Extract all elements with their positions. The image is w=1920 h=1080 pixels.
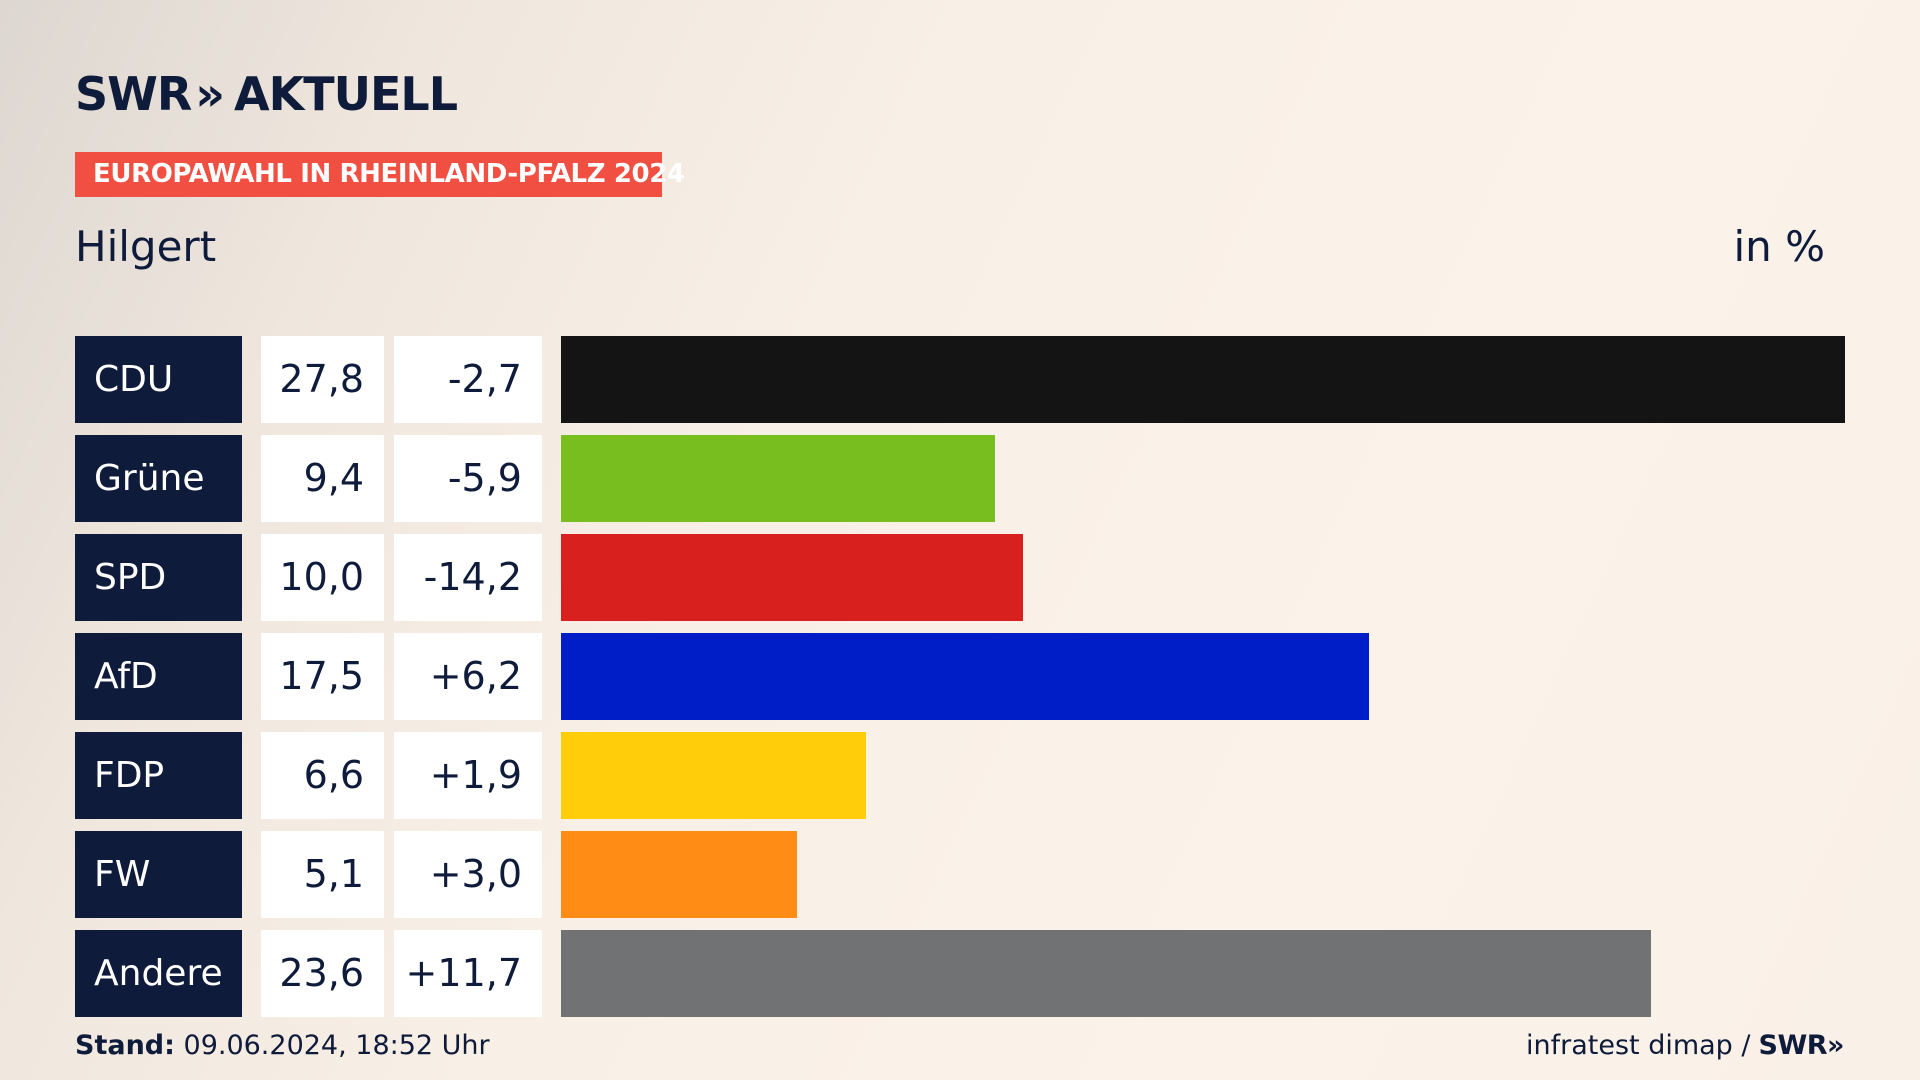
stand-value: 09.06.2024, 18:52 Uhr — [183, 1030, 490, 1061]
swr-aktuell-logo: SWR » AKTUELL — [75, 66, 458, 122]
party-label: AfD — [75, 633, 242, 720]
timestamp: Stand: 09.06.2024, 18:52 Uhr — [75, 1030, 490, 1061]
bar — [561, 831, 797, 918]
source-credit: infratest dimap / SWR» — [1526, 1030, 1844, 1061]
value-label: 17,5 — [261, 633, 384, 720]
source-brand: SWR — [1758, 1030, 1828, 1061]
party-label: SPD — [75, 534, 242, 621]
results-chart: CDU 27,8 -2,7 Grüne 9,4 -5,9 SPD 10,0 -14,2 AfD 17… — [75, 336, 1845, 1029]
chart-row: Andere 23,6 +11,7 — [75, 930, 1845, 1017]
value-label: 5,1 — [261, 831, 384, 918]
source-text: infratest dimap / — [1526, 1030, 1751, 1061]
change-label: +1,9 — [394, 732, 542, 819]
bar — [561, 336, 1845, 423]
party-label: FDP — [75, 732, 242, 819]
chart-row: FDP 6,6 +1,9 — [75, 732, 1845, 819]
chart-row: CDU 27,8 -2,7 — [75, 336, 1845, 423]
chart-row: SPD 10,0 -14,2 — [75, 534, 1845, 621]
change-label: +11,7 — [394, 930, 542, 1017]
change-label: -5,9 — [394, 435, 542, 522]
value-label: 9,4 — [261, 435, 384, 522]
unit-label: in % — [1733, 222, 1825, 271]
logo-aktuell: AKTUELL — [234, 67, 458, 121]
small-chevrons-icon: » — [1827, 1030, 1844, 1061]
party-label: CDU — [75, 336, 242, 423]
value-label: 23,6 — [261, 930, 384, 1017]
bar — [561, 534, 1023, 621]
change-label: -14,2 — [394, 534, 542, 621]
chart-row: FW 5,1 +3,0 — [75, 831, 1845, 918]
change-label: +6,2 — [394, 633, 542, 720]
bar — [561, 732, 866, 819]
swr-small-logo: SWR» — [1758, 1030, 1845, 1061]
chart-row: Grüne 9,4 -5,9 — [75, 435, 1845, 522]
chart-row: AfD 17,5 +6,2 — [75, 633, 1845, 720]
change-label: +3,0 — [394, 831, 542, 918]
party-label: Andere — [75, 930, 242, 1017]
bar — [561, 930, 1651, 1017]
stand-label: Stand: — [75, 1030, 175, 1061]
election-badge: EUROPAWAHL IN RHEINLAND-PFALZ 2024 — [75, 152, 685, 197]
chevrons-icon: » — [195, 67, 225, 121]
change-label: -2,7 — [394, 336, 542, 423]
bar — [561, 633, 1369, 720]
value-label: 27,8 — [261, 336, 384, 423]
logo-swr: SWR — [75, 67, 192, 121]
party-label: Grüne — [75, 435, 242, 522]
value-label: 10,0 — [261, 534, 384, 621]
value-label: 6,6 — [261, 732, 384, 819]
bar — [561, 435, 995, 522]
party-label: FW — [75, 831, 242, 918]
place-name: Hilgert — [75, 222, 217, 271]
